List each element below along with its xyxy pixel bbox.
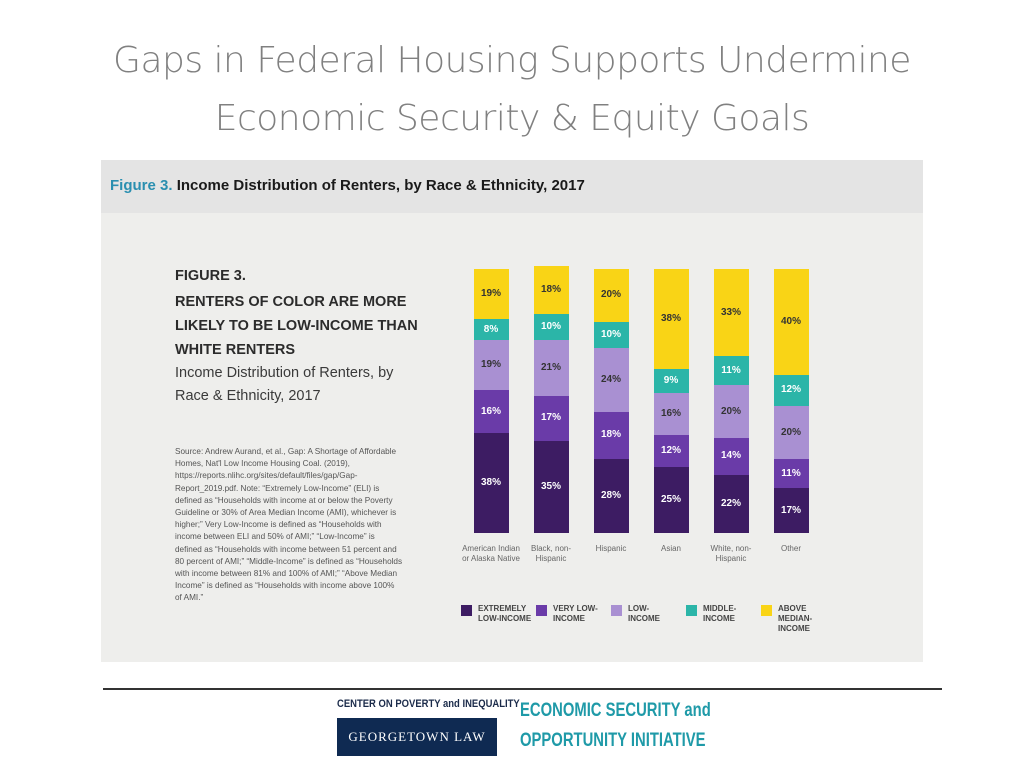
bar-segment: [653, 435, 689, 467]
data-label: 12%: [780, 384, 801, 396]
bar-segment: [533, 313, 569, 341]
data-label: 21%: [540, 362, 561, 373]
legend-swatch: [536, 605, 547, 616]
bar-segment: [533, 266, 569, 314]
x-tick-label: Asian: [660, 544, 681, 553]
school-name: GEORGETOWN LAW: [348, 729, 486, 744]
caption-bar: [101, 160, 923, 213]
bar-segment: [653, 467, 689, 533]
data-label: 33%: [720, 306, 741, 318]
logo-box: [337, 718, 497, 756]
bar-segment: [593, 321, 629, 349]
data-label: 11%: [721, 364, 741, 376]
data-label: 17%: [540, 412, 561, 424]
bar-segment: [713, 474, 749, 533]
bar-segment: [653, 269, 689, 370]
data-label: 28%: [600, 490, 621, 502]
legend-label: LOW-INCOME: [628, 604, 660, 623]
data-label: 22%: [720, 497, 741, 509]
figure-subtitle: Income Distribution of Renters, by Race …: [175, 365, 394, 404]
bar-segment: [593, 348, 629, 412]
slide-title: Economic Security & Equity Goals: [214, 98, 810, 139]
data-label: 20%: [720, 405, 741, 417]
bar-segment: [773, 269, 809, 375]
bar-segment: [593, 411, 629, 460]
data-label: 19%: [480, 288, 501, 300]
data-label: 14%: [720, 450, 741, 462]
caption-label: Figure 3.: [110, 177, 173, 194]
legend-label: ABOVE MEDIAN-INCOME: [778, 604, 813, 633]
data-label: 12%: [660, 445, 681, 457]
bar-segment: [653, 393, 689, 436]
data-label: 20%: [780, 426, 801, 438]
bar-segment: [473, 340, 509, 391]
legend-label: VERY LOW-INCOME: [553, 604, 598, 623]
figure-source: Source: Andrew Aurand, et al., Gap: A Sh…: [175, 447, 403, 603]
data-label: 35%: [540, 480, 561, 492]
x-tick-label: Other: [780, 544, 801, 553]
bar-segment: [473, 390, 509, 433]
x-tick-label: Black, non-Hispanic: [530, 544, 572, 563]
data-label: 40%: [780, 315, 801, 327]
data-label: 18%: [540, 284, 561, 296]
bar-segment: [773, 488, 809, 533]
bar-segment: [593, 269, 629, 322]
caption-text: Income Distribution of Renters, by Race …: [176, 177, 585, 194]
initiative-name: OPPORTUNITY INITIATIVE: [520, 730, 706, 751]
bar-segment: [473, 269, 509, 320]
data-label: 38%: [660, 313, 681, 325]
data-label: 18%: [600, 429, 621, 441]
legend-swatch: [461, 605, 472, 616]
bar-segment: [713, 269, 749, 357]
center-name: CENTER ON POVERTY and INEQUALITY: [337, 698, 520, 710]
data-label: 16%: [480, 405, 501, 417]
bar-segment: [713, 356, 749, 386]
data-label: 20%: [600, 289, 621, 301]
bar-segment: [713, 437, 749, 475]
bar-segment: [473, 319, 509, 341]
bar-segment: [533, 340, 569, 396]
x-tick-label: White, non-Hispanic: [710, 544, 752, 563]
data-label: 10%: [540, 321, 561, 333]
bar-segment: [473, 432, 509, 533]
divider: [103, 688, 942, 690]
bar-segment: [773, 374, 809, 407]
bar-segment: [713, 385, 749, 438]
data-label: 38%: [480, 476, 501, 488]
bar-segment: [533, 395, 569, 441]
caption: Figure 3. Income Distribution of Renters…: [110, 177, 585, 194]
x-tick-label: American Indian or Alaska Native: [462, 544, 520, 563]
figure-heading: RENTERS OF COLOR ARE MORE LIKELY TO BE L…: [175, 294, 418, 358]
legend-swatch: [611, 605, 622, 616]
figure-label: FIGURE 3.: [175, 268, 246, 284]
legend-swatch: [686, 605, 697, 616]
legend-label: EXTREMELY LOW-INCOME: [478, 604, 532, 623]
legend-label: MIDDLE-INCOME: [703, 604, 737, 623]
data-label: 11%: [781, 467, 801, 479]
data-label: 25%: [660, 494, 681, 505]
initiative-name: ECONOMIC SECURITY and: [520, 700, 711, 721]
data-label: 19%: [480, 359, 501, 371]
data-label: 16%: [660, 408, 681, 420]
bar-segment: [773, 406, 809, 460]
data-label: 17%: [780, 504, 801, 516]
slide-title: Gaps in Federal Housing Supports Undermi…: [113, 40, 911, 81]
bar-segment: [593, 459, 629, 533]
bar-segment: [533, 440, 569, 533]
bar-segment: [653, 369, 689, 394]
data-label: 8%: [483, 323, 499, 335]
data-label: 24%: [600, 373, 621, 385]
data-label: 9%: [663, 375, 679, 387]
data-label: 10%: [600, 329, 621, 340]
x-tick-label: Hispanic: [595, 544, 627, 553]
legend-swatch: [761, 605, 772, 616]
bar-segment: [773, 459, 809, 489]
